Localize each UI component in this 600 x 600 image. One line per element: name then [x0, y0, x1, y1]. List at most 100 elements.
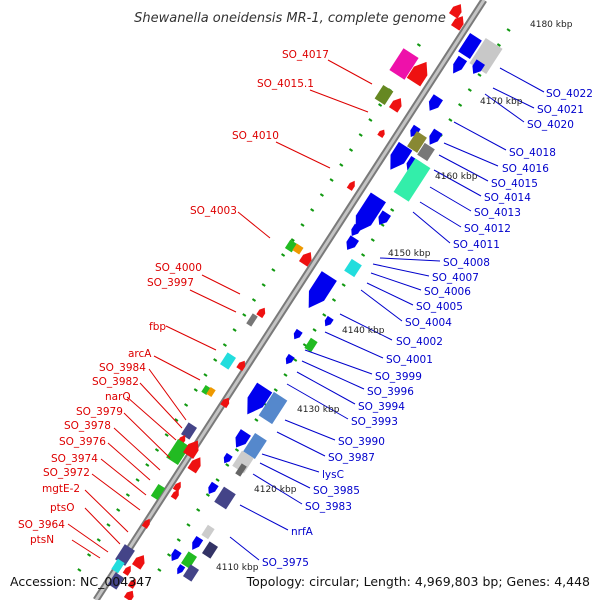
gene-label-SO_3987[interactable]: SO_3987: [328, 452, 375, 464]
scale-dash: [254, 418, 259, 422]
gene-label-SO_3982[interactable]: SO_3982: [92, 376, 139, 388]
scale-dash: [477, 73, 482, 77]
gene-glyph: [131, 555, 145, 570]
gene-glyph: [308, 271, 337, 308]
gene-glyph: [450, 16, 464, 31]
gene-label-narQ[interactable]: narQ: [105, 391, 131, 403]
reverse-gene-labels: [229, 67, 545, 561]
gene-label-SO_4013[interactable]: SO_4013: [474, 207, 521, 219]
gene-label-SO_3985[interactable]: SO_3985: [313, 485, 360, 497]
gene-label-SO_3972[interactable]: SO_3972: [43, 467, 90, 479]
gene-label-SO_4010[interactable]: SO_4010: [232, 130, 279, 142]
label-connector: [412, 211, 451, 244]
scale-dash: [329, 178, 334, 182]
gene-glyph: [171, 548, 182, 562]
label-connector: [67, 523, 109, 553]
gene-label-SO_3984[interactable]: SO_3984: [99, 362, 146, 374]
gene-label-mgtE-2[interactable]: mgtE-2: [42, 483, 80, 495]
gene-label-SO_4012[interactable]: SO_4012: [464, 223, 511, 235]
gene-label-SO_4011[interactable]: SO_4011: [453, 239, 500, 251]
gene-label-SO_3996[interactable]: SO_3996: [367, 386, 414, 398]
gene-label-ptsN[interactable]: ptsN: [30, 534, 54, 546]
label-connector: [370, 272, 422, 291]
gene-label-ptsO[interactable]: ptsO: [50, 502, 75, 514]
scale-tick-4140: 4140 kbp: [342, 326, 385, 336]
gene-label-SO_4015[interactable]: SO_4015: [491, 178, 538, 190]
gene-label-arcA[interactable]: arcA: [128, 348, 152, 360]
gene-glyph: [407, 131, 427, 153]
gene-glyph: [285, 353, 295, 365]
scale-dash: [157, 568, 162, 572]
scale-dash: [312, 328, 317, 332]
gene-label-SO_3976[interactable]: SO_3976: [59, 436, 106, 448]
scale-tick-4110: 4110 kbp: [216, 563, 259, 573]
gene-glyph: [183, 440, 199, 459]
scale-dash: [145, 463, 150, 467]
gene-label-SO_4004[interactable]: SO_4004: [405, 317, 452, 329]
gene-glyph: [393, 158, 431, 202]
gene-label-SO_4022[interactable]: SO_4022: [546, 88, 593, 100]
gene-label-fbp[interactable]: fbp: [149, 321, 166, 333]
gene-label-SO_4000[interactable]: SO_4000: [155, 262, 202, 274]
scale-dash: [310, 208, 315, 212]
scale-dash: [341, 283, 346, 287]
gene-glyph: [206, 387, 216, 397]
scale-dash: [125, 493, 130, 497]
gene-glyph: [406, 61, 428, 87]
gene-label-SO_4005[interactable]: SO_4005: [416, 301, 463, 313]
label-connector: [189, 289, 237, 313]
label-connector: [71, 539, 101, 559]
scale-dash: [251, 298, 257, 302]
gene-label-SO_4006[interactable]: SO_4006: [424, 286, 471, 298]
gene-label-nrfA[interactable]: nrfA: [291, 526, 314, 538]
gene-label-SO_4003[interactable]: SO_4003: [190, 205, 237, 217]
gene-label-SO_4008[interactable]: SO_4008: [443, 257, 490, 269]
gene-label-SO_4001[interactable]: SO_4001: [386, 354, 433, 366]
label-connector: [84, 489, 129, 533]
gene-label-SO_4014[interactable]: SO_4014: [484, 192, 531, 204]
gene-label-SO_3964[interactable]: SO_3964: [18, 519, 65, 531]
gene-label-SO_3979[interactable]: SO_3979: [76, 406, 123, 418]
gene-label-SO_3993[interactable]: SO_3993: [351, 416, 398, 428]
gene-label-SO_4016[interactable]: SO_4016: [502, 163, 549, 175]
gene-glyph: [374, 85, 394, 105]
scale-dash: [242, 313, 247, 317]
gene-glyph: [214, 486, 236, 510]
scale-dash: [322, 313, 327, 317]
scale-dash: [203, 373, 208, 377]
scale-dash: [222, 343, 227, 347]
scale-dash: [370, 238, 375, 242]
gene-glyph: [389, 48, 419, 80]
gene-label-SO_4015.1[interactable]: SO_4015.1: [257, 78, 314, 90]
gene-glyph: [410, 124, 421, 138]
gene-label-SO_3990[interactable]: SO_3990: [338, 436, 385, 448]
gene-label-SO_4017[interactable]: SO_4017: [282, 49, 329, 61]
scale-dash: [261, 283, 266, 287]
scale-dash: [293, 358, 298, 362]
gene-label-SO_4002[interactable]: SO_4002: [396, 336, 443, 348]
gene-label-SO_3999[interactable]: SO_3999: [375, 371, 422, 383]
gene-label-SO_4018[interactable]: SO_4018: [509, 147, 556, 159]
label-connector: [165, 325, 217, 351]
gene-glyph: [292, 243, 304, 255]
scale-dash: [193, 388, 198, 392]
gene-label-SO_3978[interactable]: SO_3978: [64, 420, 111, 432]
gene-label-SO_3997[interactable]: SO_3997: [147, 277, 194, 289]
genome-backbone: [93, 0, 487, 600]
label-connector: [252, 473, 303, 505]
gene-glyph: [346, 235, 360, 250]
gene-label-SO_4007[interactable]: SO_4007: [432, 272, 479, 284]
gene-label-SO_4020[interactable]: SO_4020: [527, 119, 574, 131]
scale-dash: [339, 163, 344, 167]
gene-label-SO_3983[interactable]: SO_3983: [305, 501, 352, 513]
scale-dash: [232, 328, 237, 332]
gene-glyph: [458, 32, 482, 60]
gene-label-SO_3975[interactable]: SO_3975: [262, 557, 309, 569]
gene-glyph: [235, 463, 247, 477]
gene-glyph: [177, 564, 186, 575]
gene-label-SO_4021[interactable]: SO_4021: [537, 104, 584, 116]
gene-label-SO_3974[interactable]: SO_3974: [51, 453, 98, 465]
gene-label-lysC[interactable]: lysC: [322, 469, 344, 481]
gene-label-SO_3994[interactable]: SO_3994: [358, 401, 405, 413]
